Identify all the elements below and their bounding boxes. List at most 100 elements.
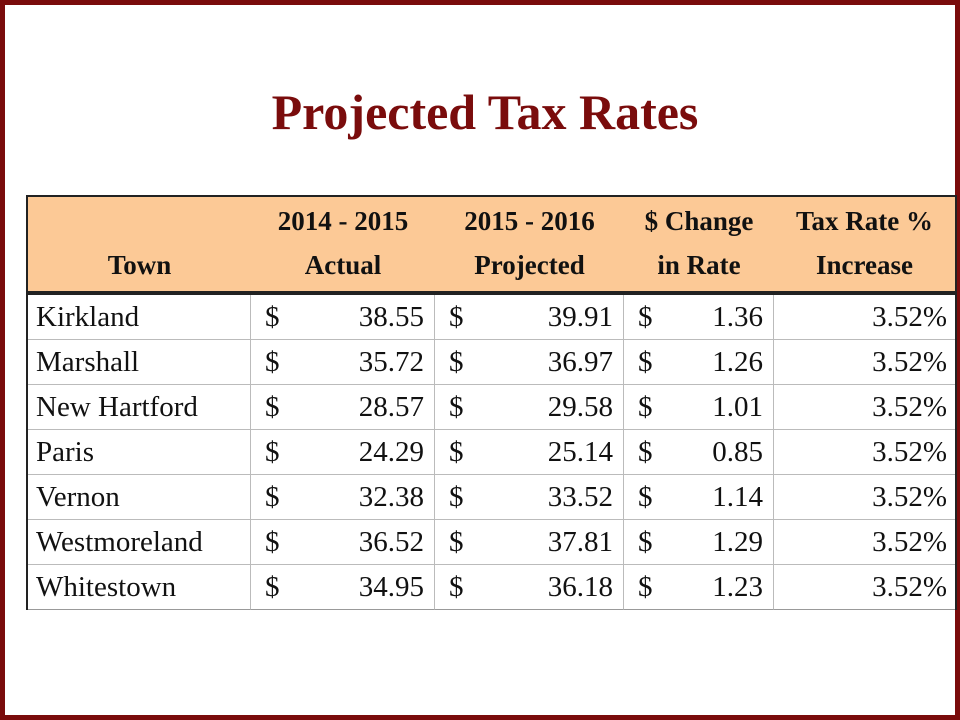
- table-row: New Hartford $28.57 $29.58 $1.01 3.52%: [28, 385, 955, 430]
- cell-projected: $39.91: [435, 295, 624, 340]
- amount: 35.72: [358, 345, 424, 378]
- amount: 1.14: [712, 480, 763, 513]
- money-value: $1.01: [632, 391, 765, 424]
- amount: 1.23: [712, 570, 763, 603]
- money-value: $28.57: [259, 391, 426, 424]
- cell-actual: $32.38: [251, 475, 435, 520]
- amount: 25.14: [547, 435, 613, 468]
- cell-increase: 3.52%: [774, 340, 955, 385]
- currency-symbol: $: [449, 480, 464, 513]
- slide-title: Projected Tax Rates: [271, 84, 699, 140]
- currency-symbol: $: [449, 300, 464, 333]
- money-value: $29.58: [443, 391, 615, 424]
- cell-town: Westmoreland: [28, 520, 251, 565]
- money-value: $32.38: [259, 481, 426, 514]
- money-value: $1.23: [632, 571, 765, 604]
- column-header-projected: 2015 - 2016 Projected: [435, 197, 624, 295]
- table-row: Kirkland $38.55 $39.91 $1.36 3.52%: [28, 295, 955, 340]
- amount: 1.29: [712, 525, 763, 558]
- money-value: $39.91: [443, 301, 615, 334]
- money-value: $25.14: [443, 436, 615, 469]
- currency-symbol: $: [638, 390, 653, 423]
- cell-projected: $36.97: [435, 340, 624, 385]
- amount: 33.52: [547, 480, 613, 513]
- money-value: $1.36: [632, 301, 765, 334]
- cell-increase: 3.52%: [774, 565, 955, 610]
- cell-actual: $24.29: [251, 430, 435, 475]
- currency-symbol: $: [638, 300, 653, 333]
- currency-symbol: $: [265, 300, 280, 333]
- money-value: $1.26: [632, 346, 765, 379]
- cell-increase: 3.52%: [774, 520, 955, 565]
- currency-symbol: $: [265, 525, 280, 558]
- cell-actual: $28.57: [251, 385, 435, 430]
- column-header-increase: Tax Rate % Increase: [774, 197, 955, 295]
- money-value: $36.97: [443, 346, 615, 379]
- amount: 32.38: [358, 480, 424, 513]
- cell-change: $1.26: [624, 340, 774, 385]
- cell-change: $0.85: [624, 430, 774, 475]
- amount: 38.55: [358, 300, 424, 333]
- amount: 36.18: [547, 570, 613, 603]
- table-row: Whitestown $34.95 $36.18 $1.23 3.52%: [28, 565, 955, 610]
- money-value: $36.18: [443, 571, 615, 604]
- money-value: $35.72: [259, 346, 426, 379]
- currency-symbol: $: [449, 345, 464, 378]
- cell-town: Vernon: [28, 475, 251, 520]
- money-value: $34.95: [259, 571, 426, 604]
- amount: 24.29: [358, 435, 424, 468]
- money-value: $37.81: [443, 526, 615, 559]
- cell-projected: $37.81: [435, 520, 624, 565]
- currency-symbol: $: [265, 570, 280, 603]
- tax-rate-table-wrap: Town 2014 - 2015 Actual 2015 - 2016 Proj…: [26, 195, 957, 610]
- cell-change: $1.36: [624, 295, 774, 340]
- currency-symbol: $: [449, 390, 464, 423]
- currency-symbol: $: [638, 435, 653, 468]
- cell-actual: $35.72: [251, 340, 435, 385]
- cell-projected: $33.52: [435, 475, 624, 520]
- cell-projected: $29.58: [435, 385, 624, 430]
- money-value: $1.29: [632, 526, 765, 559]
- amount: 36.97: [547, 345, 613, 378]
- column-header-change: $ Change in Rate: [624, 197, 774, 295]
- currency-symbol: $: [449, 525, 464, 558]
- table-row: Westmoreland $36.52 $37.81 $1.29 3.52%: [28, 520, 955, 565]
- cell-increase: 3.52%: [774, 430, 955, 475]
- cell-increase: 3.52%: [774, 295, 955, 340]
- cell-change: $1.14: [624, 475, 774, 520]
- currency-symbol: $: [638, 480, 653, 513]
- tax-rate-table: Town 2014 - 2015 Actual 2015 - 2016 Proj…: [26, 195, 957, 610]
- cell-increase: 3.52%: [774, 385, 955, 430]
- table-row: Vernon $32.38 $33.52 $1.14 3.52%: [28, 475, 955, 520]
- cell-change: $1.29: [624, 520, 774, 565]
- amount: 34.95: [358, 570, 424, 603]
- currency-symbol: $: [265, 390, 280, 423]
- amount: 36.52: [358, 525, 424, 558]
- money-value: $0.85: [632, 436, 765, 469]
- amount: 28.57: [358, 390, 424, 423]
- amount: 1.36: [712, 300, 763, 333]
- cell-town: Paris: [28, 430, 251, 475]
- currency-symbol: $: [449, 435, 464, 468]
- column-header-town: Town: [28, 197, 251, 295]
- cell-change: $1.23: [624, 565, 774, 610]
- amount: 0.85: [712, 435, 763, 468]
- cell-actual: $36.52: [251, 520, 435, 565]
- money-value: $1.14: [632, 481, 765, 514]
- amount: 29.58: [547, 390, 613, 423]
- cell-projected: $36.18: [435, 565, 624, 610]
- cell-change: $1.01: [624, 385, 774, 430]
- currency-symbol: $: [265, 480, 280, 513]
- cell-town: Marshall: [28, 340, 251, 385]
- cell-increase: 3.52%: [774, 475, 955, 520]
- currency-symbol: $: [449, 570, 464, 603]
- cell-projected: $25.14: [435, 430, 624, 475]
- amount: 1.01: [712, 390, 763, 423]
- currency-symbol: $: [265, 345, 280, 378]
- table-row: Paris $24.29 $25.14 $0.85 3.52%: [28, 430, 955, 475]
- header-row: Town 2014 - 2015 Actual 2015 - 2016 Proj…: [28, 197, 955, 295]
- currency-symbol: $: [638, 345, 653, 378]
- cell-actual: $34.95: [251, 565, 435, 610]
- currency-symbol: $: [265, 435, 280, 468]
